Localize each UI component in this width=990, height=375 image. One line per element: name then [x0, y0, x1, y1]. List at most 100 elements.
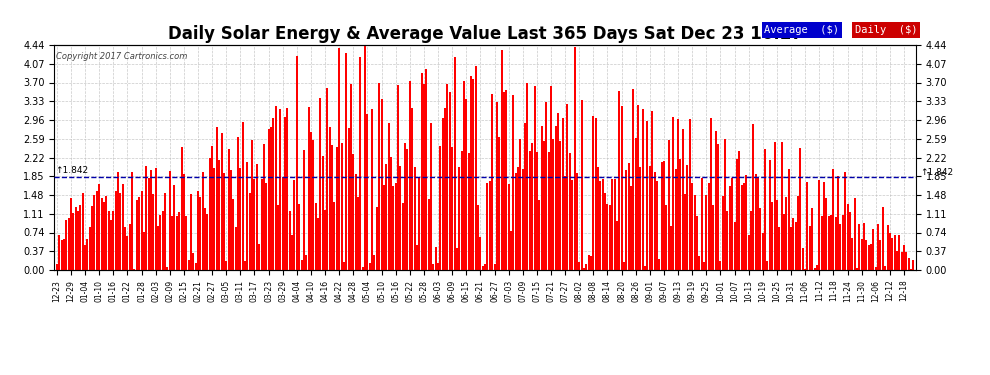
Bar — [884, 266, 886, 270]
Bar — [79, 206, 81, 270]
Bar — [486, 183, 488, 270]
Bar — [761, 233, 764, 270]
Bar — [501, 50, 503, 270]
Bar — [154, 168, 156, 270]
Bar — [141, 190, 143, 270]
Bar — [472, 79, 474, 270]
Bar — [245, 261, 247, 270]
Bar — [199, 197, 201, 270]
Bar — [255, 164, 257, 270]
Bar — [331, 145, 334, 270]
Bar — [339, 48, 341, 270]
Bar — [795, 222, 797, 270]
Bar — [146, 166, 148, 270]
Bar — [329, 128, 331, 270]
Bar — [392, 186, 394, 270]
Bar — [157, 226, 159, 270]
Bar — [705, 195, 707, 270]
Bar — [708, 183, 710, 270]
Bar — [124, 226, 126, 270]
Bar — [484, 264, 486, 270]
Bar — [908, 258, 910, 270]
Bar — [347, 128, 349, 270]
Bar — [380, 99, 382, 270]
Bar — [573, 47, 575, 270]
Bar — [258, 244, 260, 270]
Bar — [178, 212, 180, 270]
Bar — [867, 245, 869, 270]
Bar — [409, 81, 411, 270]
Bar — [458, 167, 460, 270]
Bar — [395, 183, 397, 270]
Bar — [214, 168, 216, 270]
Bar — [349, 84, 352, 270]
Bar — [62, 239, 65, 270]
Bar — [541, 126, 543, 270]
Bar — [346, 53, 347, 270]
Bar — [800, 148, 802, 270]
Bar — [896, 251, 898, 270]
Bar — [127, 236, 129, 270]
Bar — [910, 269, 912, 270]
Bar — [679, 159, 681, 270]
Bar — [426, 69, 428, 270]
Bar — [559, 141, 561, 270]
Bar — [168, 171, 170, 270]
Bar — [477, 205, 479, 270]
Bar — [807, 182, 809, 270]
Bar — [263, 144, 265, 270]
Bar — [773, 142, 775, 270]
Bar — [552, 140, 554, 270]
Bar — [510, 231, 512, 270]
Bar — [223, 173, 225, 270]
Bar — [451, 147, 453, 270]
Bar — [433, 264, 435, 270]
Bar — [489, 181, 491, 270]
Bar — [354, 174, 356, 270]
Bar — [357, 197, 359, 270]
Bar — [272, 118, 274, 270]
Bar — [769, 160, 771, 270]
Bar — [729, 186, 731, 270]
Bar — [736, 159, 738, 270]
Bar — [221, 133, 223, 270]
Bar — [860, 238, 862, 270]
Bar — [101, 198, 103, 270]
Bar — [823, 182, 825, 270]
Bar — [804, 269, 806, 270]
Text: Copyright 2017 Cartronics.com: Copyright 2017 Cartronics.com — [56, 52, 187, 61]
Bar — [303, 150, 305, 270]
Bar — [524, 123, 526, 270]
Bar — [717, 144, 719, 270]
Bar — [343, 262, 345, 270]
Bar — [621, 106, 623, 270]
Bar — [698, 256, 700, 270]
Bar — [715, 131, 717, 270]
Bar — [513, 94, 515, 270]
Bar — [670, 225, 672, 270]
Bar — [284, 117, 286, 270]
Bar — [656, 182, 658, 270]
Bar — [455, 248, 457, 270]
Bar — [397, 85, 399, 270]
Bar — [898, 234, 900, 270]
Bar — [623, 262, 625, 270]
Bar — [713, 205, 715, 270]
Bar — [77, 211, 79, 270]
Bar — [320, 98, 322, 270]
Bar — [226, 261, 228, 270]
Bar — [442, 118, 444, 270]
Bar — [554, 126, 556, 270]
Bar — [359, 57, 361, 270]
Text: Average  ($): Average ($) — [764, 25, 840, 35]
Bar — [277, 205, 279, 270]
Bar — [835, 217, 837, 270]
Bar — [783, 214, 785, 270]
Bar — [583, 268, 585, 270]
Bar — [741, 185, 742, 270]
Bar — [886, 225, 888, 270]
Bar — [790, 227, 792, 270]
Bar — [543, 141, 545, 270]
Bar — [72, 213, 74, 270]
Bar — [129, 224, 131, 270]
